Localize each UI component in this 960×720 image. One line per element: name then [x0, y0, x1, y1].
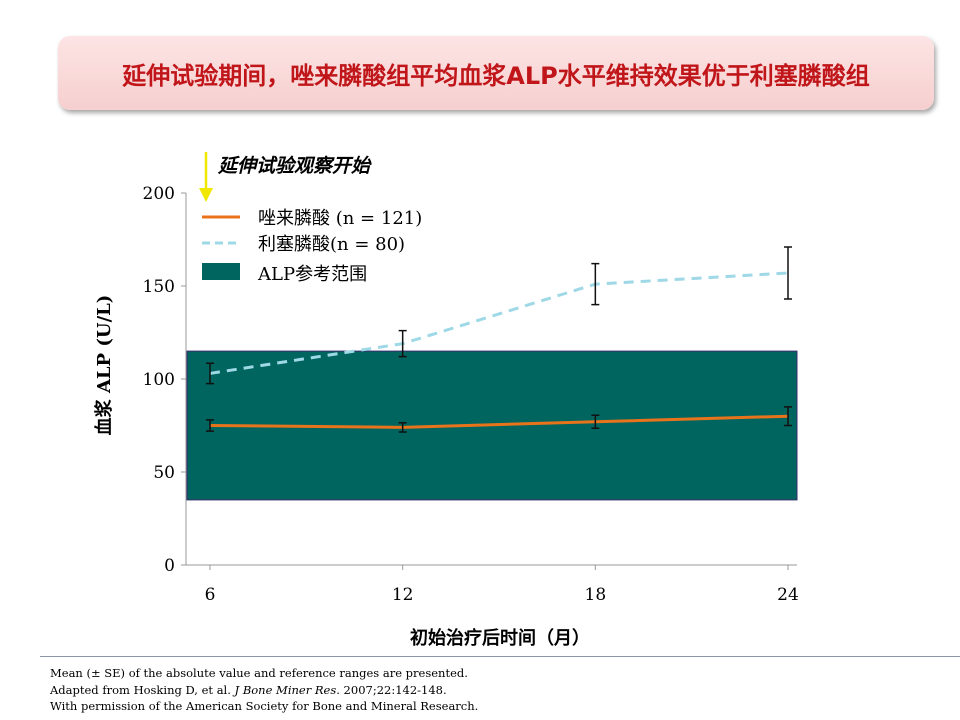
- footnote-2: Adapted from Hosking D, et al. J Bone Mi…: [50, 682, 478, 699]
- footnote-1: Mean (± SE) of the absolute value and re…: [50, 666, 468, 680]
- error-bar: [784, 406, 792, 427]
- error-bar: [206, 362, 214, 385]
- error-bar: [398, 421, 407, 433]
- slide-title: 延伸试验期间，唑来膦酸组平均血浆ALP水平维持效果优于利塞膦酸组: [122, 61, 870, 90]
- footnote-3: With permission of the American Society …: [50, 699, 479, 713]
- error-bar: [591, 414, 600, 430]
- x-tick-label: 12: [392, 585, 414, 605]
- y-tick-label: 0: [164, 556, 175, 576]
- divider: [40, 656, 960, 657]
- y-axis-label: 血浆 ALP (U/L): [93, 295, 115, 436]
- error-bar: [206, 419, 214, 432]
- x-tick-label: 18: [585, 585, 607, 605]
- x-axis-label: 初始治疗后时间（月）: [410, 627, 590, 649]
- legend-label: ALP参考范围: [257, 264, 367, 285]
- arrow-head-icon: [199, 188, 213, 202]
- x-tick-label: 6: [205, 585, 216, 605]
- y-tick-label: 50: [153, 463, 175, 483]
- error-bar: [591, 262, 600, 306]
- legend-label: 利塞膦酸(n = 80): [258, 234, 405, 255]
- legend-swatch: [202, 263, 240, 280]
- error-bar: [784, 246, 792, 300]
- x-tick-label: 24: [777, 585, 799, 605]
- error-bar: [398, 329, 407, 358]
- y-tick-label: 200: [143, 184, 175, 204]
- y-tick-label: 100: [143, 370, 175, 390]
- legend-label: 唑来膦酸 (n = 121): [258, 208, 422, 229]
- y-tick-label: 150: [143, 277, 175, 297]
- footnote-2a: Adapted from Hosking D, et al.: [50, 682, 235, 697]
- series-line-0: [209, 414, 789, 429]
- title-banner: 延伸试验期间，唑来膦酸组平均血浆ALP水平维持效果优于利塞膦酸组: [58, 36, 934, 110]
- series-line-1: [209, 271, 789, 375]
- annotation: 延伸试验观察开始: [217, 155, 372, 177]
- footnote-2b: . 2007;22:142-148.: [336, 682, 447, 697]
- footnotes: Mean (± SE) of the absolute value and re…: [50, 665, 478, 715]
- chart: 0 50 100 150 200 6 12 18 24 唑来膦酸 (n = 121) 利塞膦酸(n …: [93, 152, 799, 649]
- journal-name: J Bone Miner Res: [234, 682, 337, 697]
